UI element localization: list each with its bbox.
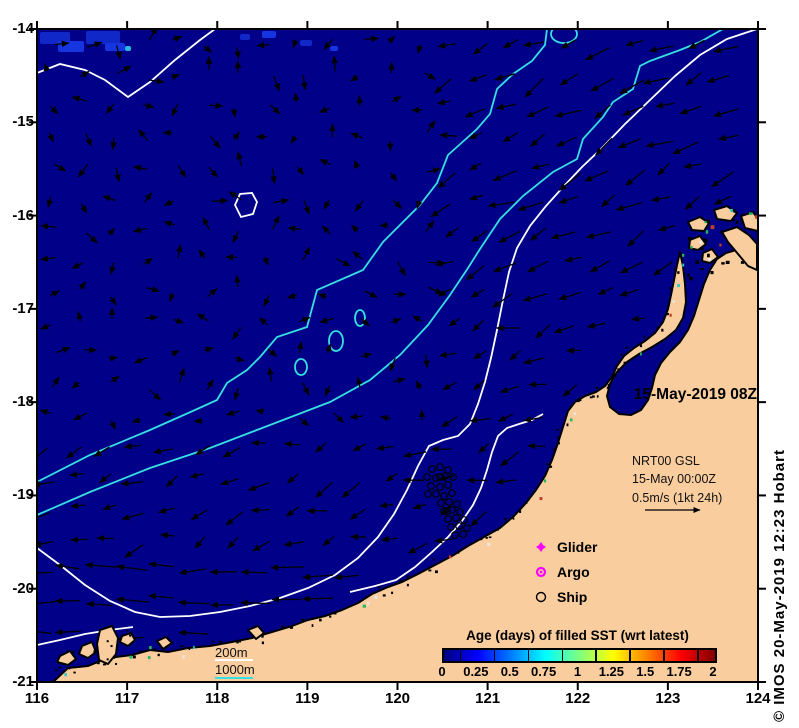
lon-tick-label: 119: [295, 690, 320, 707]
lon-tick-label: 117: [115, 690, 140, 707]
colorbar-tick-label: 1: [573, 664, 582, 679]
glider-marker-icon: [536, 542, 546, 552]
colorbar-tick-label: 1.5: [636, 664, 655, 679]
contour-200m-eddy: [234, 192, 258, 219]
island: [688, 235, 707, 251]
contour-1000m-eddy: [354, 309, 366, 327]
island: [701, 248, 719, 264]
nrt-product-label: NRT00 GSL: [632, 454, 700, 468]
argo-marker-icon: [535, 566, 547, 578]
sst-age-patch: [240, 34, 250, 40]
island: [96, 625, 119, 665]
colorbar-tick: [493, 650, 496, 661]
island: [78, 641, 97, 659]
sst-age-patch: [125, 46, 131, 51]
colorbar-tick-label: 1.25: [598, 664, 625, 679]
depth-200m-label: 200m: [215, 645, 248, 660]
credit-vertical-text: © IMOS 20-May-2019 12:23 Hobart: [771, 449, 788, 722]
nrt-scale-label: 0.5m/s (1kt 24h): [632, 491, 723, 505]
colorbar-tick-label: 1.75: [666, 664, 692, 679]
colorbar-tick: [459, 650, 462, 661]
contour-200m: [37, 626, 134, 646]
lon-tick-label: 123: [655, 690, 681, 707]
colorbar-gradient: [442, 648, 717, 663]
nrt-datetime-label: 15-May 00:00Z: [632, 472, 717, 486]
colorbar-tick: [527, 650, 530, 661]
axis-ticks: [29, 21, 766, 690]
colorbar-tick: [595, 650, 597, 661]
depth-1000m-label: 1000m: [215, 662, 255, 677]
lon-tick-label: 124: [745, 690, 771, 707]
lon-tick-label: 118: [205, 690, 230, 707]
colorbar-tick: [663, 650, 665, 661]
lat-tick-label: -14: [12, 20, 34, 37]
lon-tick-label: 121: [475, 690, 501, 707]
lat-tick-label: -18: [12, 393, 34, 411]
map-datetime-label: 15-May-2019 08Z: [633, 386, 757, 403]
sst-age-patch: [86, 31, 120, 44]
lat-tick-label: -21: [12, 673, 34, 690]
island: [119, 632, 136, 647]
legend-glider-label: Glider: [557, 539, 598, 555]
ship-observation-cluster: [423, 463, 471, 539]
sst-age-patch: [262, 31, 276, 38]
current-vector-arrows: [37, 29, 739, 643]
argo-marker-dot: [539, 570, 543, 574]
sst-age-patch: [300, 40, 312, 46]
colorbar-tick-label: 0: [438, 664, 446, 679]
ocean-layer: [37, 29, 758, 682]
lat-tick-label: -16: [12, 206, 34, 224]
colorbar-title: Age (days) of filled SST (wrt latest): [466, 628, 689, 643]
sst-age-patch: [330, 46, 338, 51]
lat-tick-label: -20: [12, 579, 34, 597]
contour-1000m-eddy: [294, 358, 308, 376]
ship-marker-icon: [535, 591, 547, 603]
island: [687, 216, 710, 232]
colorbar-tick: [561, 650, 564, 661]
contour-1000m-eddy: [328, 330, 344, 352]
colorbar-tick: [697, 650, 699, 661]
island: [156, 636, 173, 650]
island: [247, 625, 265, 640]
lon-tick-label: 122: [565, 690, 591, 707]
contour-1000m: [37, 29, 548, 483]
colorbar-tick-label: 0.25: [463, 664, 489, 679]
lat-tick-label: -15: [12, 113, 34, 131]
legend-ship-label: Ship: [557, 589, 588, 605]
lon-tick-label: 120: [384, 690, 411, 707]
lat-tick-label: -19: [12, 486, 34, 504]
coastal-speckles: [55, 208, 758, 677]
contour-200m: [349, 413, 544, 593]
colorbar-tick: [629, 650, 631, 661]
contour-1000m: [37, 29, 724, 516]
contour-200m: [37, 29, 216, 99]
colorbar-tick-label: 0.5: [500, 664, 519, 679]
land-mass: [51, 249, 758, 682]
lon-tick-label: 116: [24, 690, 50, 707]
lat-tick-label: -17: [12, 299, 34, 317]
legend-argo-label: Argo: [557, 564, 590, 580]
colorbar-tick-label: 2: [709, 664, 717, 679]
sst-age-patch: [58, 41, 84, 52]
island: [56, 650, 77, 666]
colorbar-tick-label: 0.75: [530, 664, 557, 679]
sst-age-patch: [105, 43, 125, 51]
